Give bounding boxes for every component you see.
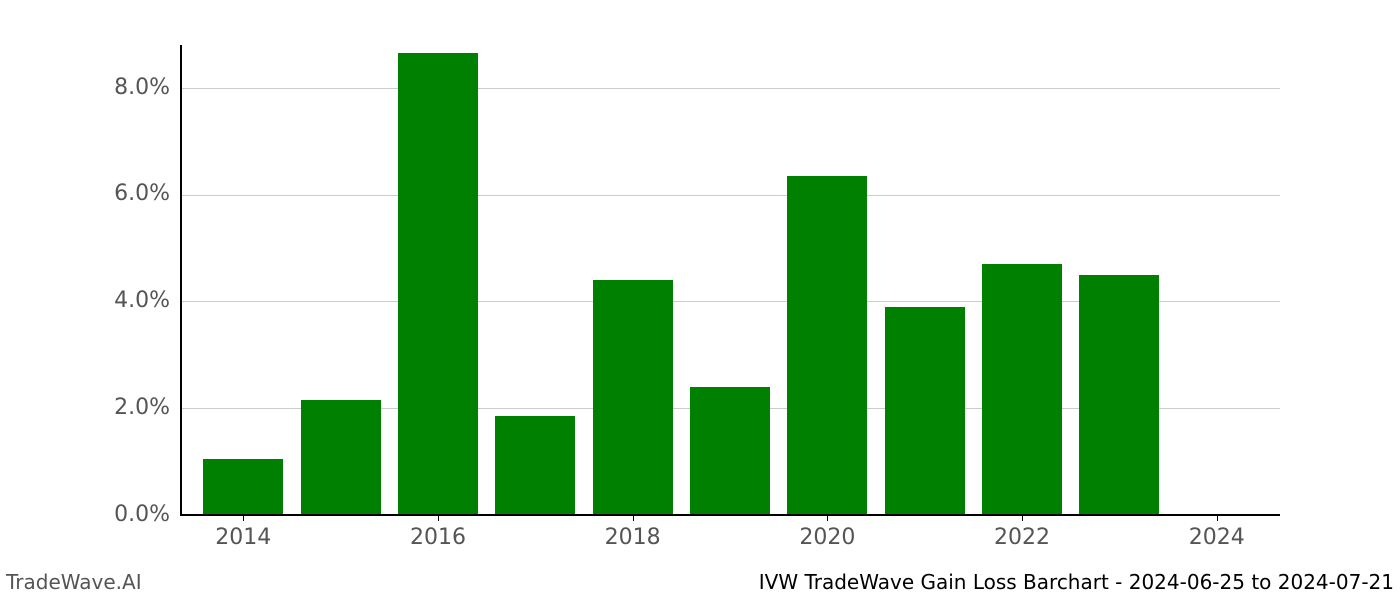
bar (593, 280, 673, 515)
y-tick-label: 2.0% (80, 395, 170, 420)
x-axis-spine (180, 514, 1280, 516)
y-tick-label: 0.0% (80, 502, 170, 527)
bar (982, 264, 1062, 515)
bar (301, 400, 381, 515)
x-tick-label: 2020 (767, 525, 887, 550)
x-tick-mark (633, 515, 634, 521)
chart-figure: TradeWave.AI IVW TradeWave Gain Loss Bar… (0, 0, 1400, 600)
bar (398, 53, 478, 515)
bar (1079, 275, 1159, 515)
x-tick-mark (1217, 515, 1218, 521)
bar (690, 387, 770, 515)
bar (495, 416, 575, 515)
bar (885, 307, 965, 515)
y-tick-label: 4.0% (80, 288, 170, 313)
y-axis-spine (180, 45, 182, 515)
y-tick-label: 6.0% (80, 181, 170, 206)
footer-watermark-left: TradeWave.AI (6, 570, 142, 594)
x-tick-mark (438, 515, 439, 521)
footer-caption-right: IVW TradeWave Gain Loss Barchart - 2024-… (759, 570, 1394, 594)
x-tick-label: 2016 (378, 525, 498, 550)
x-tick-mark (243, 515, 244, 521)
plot-area (180, 45, 1280, 515)
bar (787, 176, 867, 515)
x-tick-label: 2022 (962, 525, 1082, 550)
grid-line (180, 88, 1280, 89)
bar (203, 459, 283, 515)
x-tick-label: 2024 (1157, 525, 1277, 550)
y-tick-label: 8.0% (80, 75, 170, 100)
x-tick-label: 2018 (573, 525, 693, 550)
x-tick-mark (827, 515, 828, 521)
x-tick-label: 2014 (183, 525, 303, 550)
grid-line (180, 195, 1280, 196)
x-tick-mark (1022, 515, 1023, 521)
